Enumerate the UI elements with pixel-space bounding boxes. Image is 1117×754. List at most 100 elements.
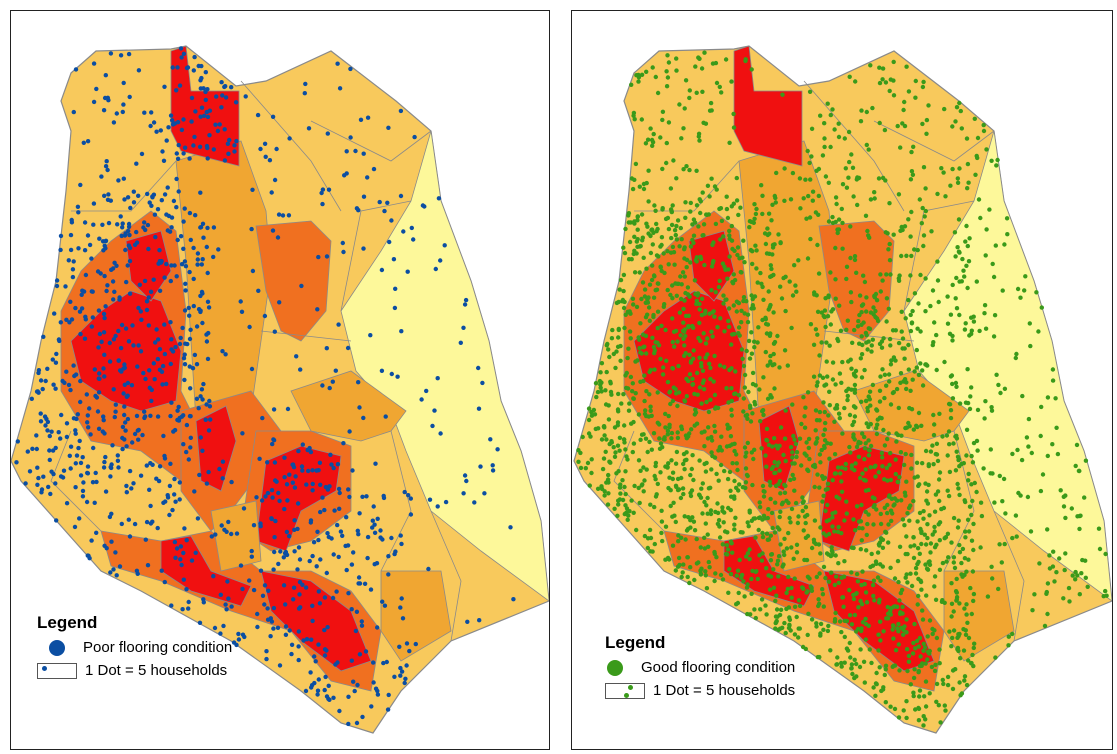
household-dot xyxy=(750,261,755,267)
household-dot xyxy=(865,347,870,352)
household-dot xyxy=(398,665,403,671)
household-dot xyxy=(990,576,995,581)
household-dot xyxy=(1032,592,1037,597)
household-dot xyxy=(764,464,769,469)
household-dot xyxy=(681,562,686,567)
household-dot xyxy=(435,504,440,509)
household-dot xyxy=(119,322,125,328)
household-dot xyxy=(675,281,680,286)
household-dot xyxy=(693,64,698,69)
household-dot xyxy=(867,647,872,652)
household-dot xyxy=(178,234,184,239)
household-dot xyxy=(105,283,110,288)
household-dot xyxy=(849,152,854,157)
household-dot xyxy=(688,518,693,523)
household-dot xyxy=(430,423,435,429)
household-dot xyxy=(312,680,317,686)
poor-flooring-dot-symbol xyxy=(49,639,65,656)
household-dot xyxy=(1002,541,1007,547)
household-dot xyxy=(741,409,746,414)
household-dot xyxy=(707,565,712,570)
household-dot xyxy=(295,501,301,506)
household-dot xyxy=(385,707,391,712)
household-dot xyxy=(295,567,300,572)
household-dot xyxy=(249,548,254,554)
household-dot xyxy=(778,240,783,246)
household-dot xyxy=(694,203,700,208)
household-dot xyxy=(981,122,986,128)
household-dot xyxy=(380,537,385,542)
household-dot xyxy=(906,342,911,348)
household-dot xyxy=(996,382,1001,388)
household-dot xyxy=(618,491,623,496)
household-dot xyxy=(407,648,412,654)
household-dot xyxy=(932,584,937,589)
household-dot xyxy=(708,511,714,517)
household-dot xyxy=(859,108,864,113)
household-dot xyxy=(783,458,788,464)
household-dot xyxy=(847,587,852,593)
household-dot xyxy=(740,255,745,260)
household-dot xyxy=(622,423,627,428)
household-dot xyxy=(929,664,935,670)
household-dot xyxy=(330,595,336,601)
dot-scale-symbol xyxy=(605,682,645,699)
household-dot xyxy=(724,444,730,449)
household-dot xyxy=(901,708,906,713)
household-dot xyxy=(755,576,760,582)
household-dot xyxy=(413,641,418,647)
household-dot xyxy=(676,555,682,561)
household-dot xyxy=(915,602,920,607)
household-dot xyxy=(813,210,819,215)
household-dot xyxy=(756,515,762,521)
household-dot xyxy=(303,688,309,694)
household-dot xyxy=(312,654,317,659)
household-dot xyxy=(153,234,158,240)
household-dot xyxy=(632,483,637,489)
household-dot xyxy=(741,579,746,584)
household-dot xyxy=(896,340,902,346)
household-dot xyxy=(635,214,640,219)
household-dot xyxy=(760,534,766,540)
household-dot xyxy=(188,237,193,243)
household-dot xyxy=(1073,577,1078,582)
household-dot xyxy=(954,105,960,110)
household-dot xyxy=(783,408,788,413)
household-dot xyxy=(951,441,956,446)
household-dot xyxy=(648,126,653,131)
household-dot xyxy=(187,156,192,161)
household-dot xyxy=(59,412,64,418)
household-dot xyxy=(182,308,188,313)
household-dot xyxy=(616,299,621,305)
household-dot xyxy=(937,647,942,652)
household-dot xyxy=(882,372,888,377)
household-dot xyxy=(618,343,623,349)
household-dot xyxy=(887,493,892,498)
household-dot xyxy=(713,406,718,411)
household-dot xyxy=(862,434,867,440)
household-dot xyxy=(983,326,989,331)
household-dot xyxy=(62,380,67,385)
household-dot xyxy=(836,121,841,126)
household-dot xyxy=(694,370,700,376)
household-dot xyxy=(821,400,826,405)
household-dot xyxy=(964,136,970,141)
household-dot xyxy=(730,550,735,555)
household-dot xyxy=(878,374,883,379)
household-dot xyxy=(1062,567,1067,573)
household-dot xyxy=(229,531,234,537)
household-dot xyxy=(1061,596,1066,601)
household-dot xyxy=(157,248,162,253)
household-dot xyxy=(778,284,783,289)
household-dot xyxy=(828,322,833,327)
household-dot xyxy=(1002,242,1007,247)
household-dot xyxy=(149,110,154,115)
household-dot xyxy=(127,534,133,539)
household-dot xyxy=(871,578,877,583)
household-dot xyxy=(827,343,832,348)
household-dot xyxy=(38,419,44,424)
household-dot xyxy=(67,320,72,325)
household-dot xyxy=(604,369,609,375)
household-dot xyxy=(887,336,893,342)
household-dot xyxy=(1027,321,1032,326)
